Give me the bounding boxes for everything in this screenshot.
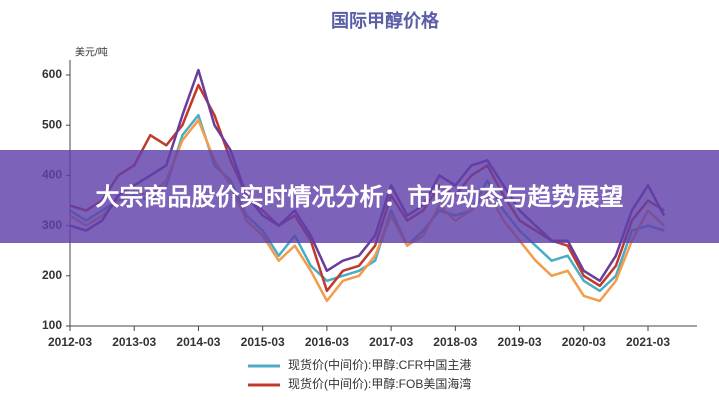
x-tick-label: 2019-03 bbox=[498, 335, 542, 349]
x-tick-label: 2015-03 bbox=[241, 335, 285, 349]
y-tick-label: 600 bbox=[42, 67, 62, 81]
y-tick-label: 200 bbox=[42, 268, 62, 282]
x-tick-label: 2018-03 bbox=[433, 335, 477, 349]
x-tick-label: 2021-03 bbox=[626, 335, 670, 349]
banner-title: 大宗商品股价实时情况分析：市场动态与趋势展望 bbox=[0, 150, 719, 243]
x-tick-label: 2016-03 bbox=[305, 335, 349, 349]
x-tick-label: 2020-03 bbox=[562, 335, 606, 349]
x-tick-label: 2014-03 bbox=[176, 335, 220, 349]
series-line bbox=[69, 83, 665, 293]
x-tick-label: 2017-03 bbox=[369, 335, 413, 349]
x-tick-label: 2012-03 bbox=[48, 335, 92, 349]
y-tick-label: 500 bbox=[42, 117, 62, 131]
x-tick-label: 2013-03 bbox=[112, 335, 156, 349]
y-tick-label: 100 bbox=[42, 318, 62, 332]
chart-title: 国际甲醇价格 bbox=[331, 10, 440, 31]
legend-label: 现货价(中间价):甲醇:FOB美国海湾 bbox=[288, 376, 471, 391]
y-axis-label: 美元/吨 bbox=[75, 46, 108, 59]
legend-label: 现货价(中间价):甲醇:CFR中国主港 bbox=[288, 357, 471, 372]
